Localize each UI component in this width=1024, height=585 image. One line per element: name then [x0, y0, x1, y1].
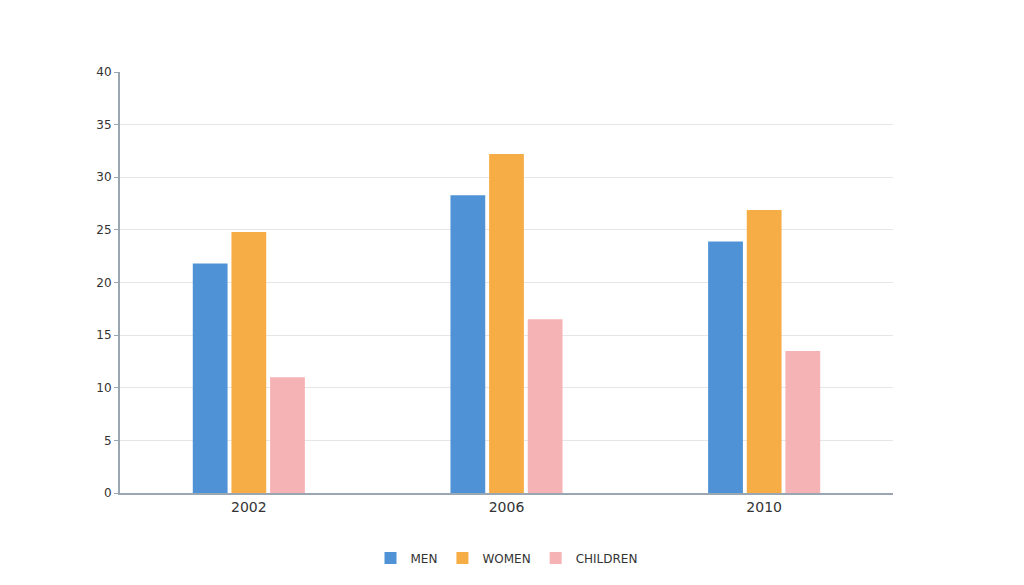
- svg-text:25: 25: [96, 223, 111, 237]
- svg-text:30: 30: [96, 170, 111, 184]
- svg-text:40: 40: [96, 65, 111, 79]
- svg-text:0: 0: [104, 486, 112, 500]
- svg-text:35: 35: [96, 118, 111, 132]
- svg-text:2002: 2002: [231, 499, 267, 515]
- svg-text:2010: 2010: [746, 499, 782, 515]
- svg-text:MEN: MEN: [411, 552, 438, 566]
- svg-text:5: 5: [104, 434, 112, 448]
- svg-text:CHILDREN: CHILDREN: [576, 552, 638, 566]
- svg-text:15: 15: [96, 328, 111, 342]
- svg-text:20: 20: [96, 276, 111, 290]
- svg-text:WOMEN: WOMEN: [482, 552, 530, 566]
- svg-text:2006: 2006: [489, 499, 525, 515]
- svg-text:10: 10: [96, 381, 111, 395]
